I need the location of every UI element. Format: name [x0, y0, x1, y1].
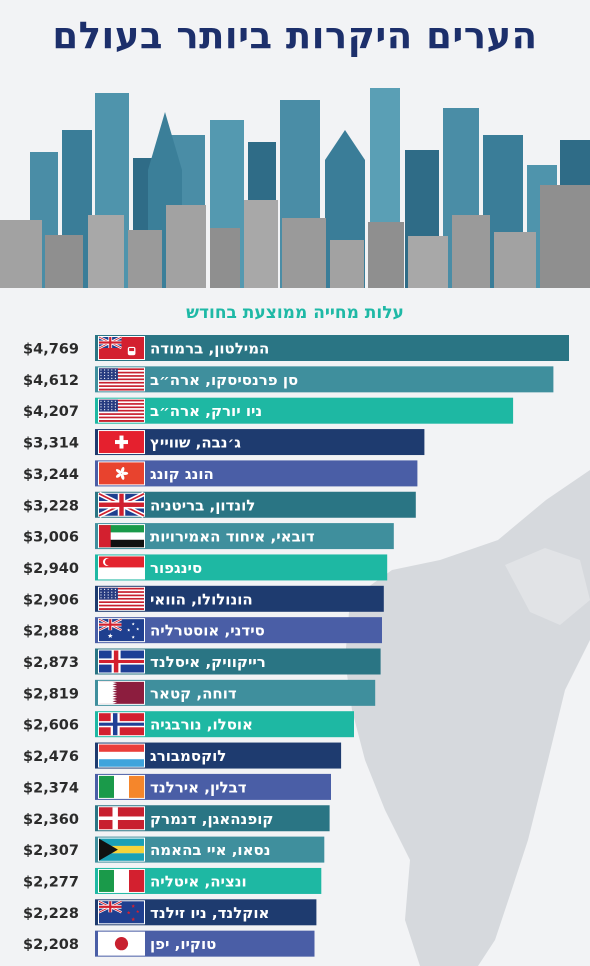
bar-label: הונג קונג	[150, 465, 214, 483]
ireland-flag-icon	[98, 774, 145, 799]
bar-label: לונדון, בריטניה	[150, 496, 255, 514]
bar-row: דובאי, איחוד האמירויות $3,006	[23, 523, 394, 550]
australia-flag-icon	[98, 618, 145, 643]
bar-label: סן פרנסיסקו, ארה״ב	[150, 371, 298, 389]
value-label: $2,476	[23, 749, 79, 765]
bar-row: הונולולו, הוואי $2,906	[23, 585, 384, 612]
luxembourg-flag-icon	[98, 743, 145, 768]
bar-label: ונציה, איטליה	[150, 872, 247, 890]
bar-label: סינגפור	[150, 559, 202, 577]
value-label: $3,228	[23, 498, 79, 514]
bar-row: סידני, אוסטרליה $2,888	[23, 617, 382, 644]
bar	[95, 429, 425, 456]
bar-label: הונולולו, הוואי	[150, 590, 253, 608]
value-label: $2,888	[23, 624, 79, 640]
singapore-flag-icon	[98, 555, 145, 580]
bar-row: טוקיו, יפן $2,208	[23, 930, 315, 957]
bar-row: סן פרנסיסקו, ארה״ב $4,612	[23, 366, 554, 393]
bermuda-flag-icon	[98, 335, 145, 360]
value-label: $3,006	[23, 530, 79, 546]
switzerland-flag-icon	[98, 430, 145, 455]
bar-label: המילטון, ברמודה	[150, 340, 269, 358]
bar-label: דוחה, קטאר	[150, 684, 237, 702]
bar-label: אוקלנד, ניו זילנד	[150, 904, 269, 922]
value-label: $3,244	[23, 467, 79, 483]
value-label: $4,612	[23, 373, 79, 389]
value-label: $2,228	[23, 906, 79, 922]
value-label: $2,277	[23, 874, 79, 890]
bar	[95, 366, 554, 393]
bar-row: לונדון, בריטניה $3,228	[23, 491, 416, 518]
bar-row: הונג קונג $3,244	[23, 460, 418, 487]
bar-label: לוקסמבורג	[150, 747, 226, 765]
bar	[95, 335, 569, 361]
bar-label: דובאי, איחוד האמירויות	[150, 528, 315, 546]
bar-label: דבלין, אירלנד	[150, 778, 247, 796]
bar-row: קופנהאגן, דנמרק $2,360	[23, 805, 330, 832]
japan-flag-icon	[98, 931, 145, 956]
bar-row: אוקלנד, ניו זילנד $2,228	[23, 899, 317, 926]
bar-label: ג׳נבה, שווייץ	[150, 434, 241, 452]
norway-flag-icon	[98, 712, 145, 737]
value-label: $2,940	[23, 561, 79, 577]
value-label: $2,208	[23, 937, 79, 953]
bar-label: טוקיו, יפן	[150, 935, 216, 953]
bar	[95, 491, 416, 518]
skyline-gray	[0, 185, 590, 290]
bar	[95, 397, 514, 424]
bar	[95, 460, 418, 487]
bar-row: רייקוויק, איסלנד $2,873	[23, 648, 381, 675]
hong-kong-flag-icon	[98, 461, 145, 486]
value-label: $2,307	[23, 843, 79, 859]
value-label: $4,769	[23, 342, 79, 358]
bar-row: דבלין, אירלנד $2,374	[23, 773, 331, 800]
new-zealand-flag-icon	[98, 900, 145, 925]
denmark-flag-icon	[98, 806, 145, 831]
qatar-flag-icon	[98, 680, 145, 705]
bahamas-flag-icon	[98, 837, 145, 862]
usa-flag-icon	[98, 367, 145, 392]
usa-flag-icon	[98, 586, 145, 611]
iceland-flag-icon	[98, 649, 145, 674]
bar-label: קופנהאגן, דנמרק	[150, 810, 273, 828]
bar-label: ניו יורק, ארה״ב	[150, 402, 262, 420]
bar-row: אוסלו, נורבגיה $2,606	[23, 711, 354, 738]
value-label: $2,819	[23, 686, 79, 702]
bar-row: ניו יורק, ארה״ב $4,207	[23, 397, 514, 424]
bar-label: נסאו, איי בהאמה	[150, 841, 271, 859]
bar-label: אוסלו, נורבגיה	[150, 716, 253, 734]
main-title: הערים היקרות ביותר בעולם	[52, 14, 538, 57]
bar-row: נסאו, איי בהאמה $2,307	[23, 836, 325, 863]
bar-row: ג׳נבה, שווייץ $3,314	[23, 429, 425, 456]
bar-row: ונציה, איטליה $2,277	[23, 867, 322, 894]
world-map-silhouette	[345, 470, 590, 966]
usa-flag-icon	[98, 398, 145, 423]
chart-subtitle: עלות מחייה ממוצעת בחודש	[186, 303, 404, 323]
value-label: $3,314	[23, 436, 79, 452]
value-label: $2,606	[23, 718, 79, 734]
uk-flag-icon	[97, 491, 146, 518]
italy-flag-icon	[98, 868, 145, 893]
bar-row: דוחה, קטאר $2,819	[23, 679, 376, 706]
bar-row: סינגפור $2,940	[23, 554, 388, 581]
value-label: $2,906	[23, 592, 79, 608]
bar-label: רייקוויק, איסלנד	[150, 653, 266, 671]
uae-flag-icon	[98, 524, 145, 549]
value-label: $2,374	[23, 780, 79, 796]
bar-label: סידני, אוסטרליה	[150, 622, 265, 640]
value-label: $2,360	[23, 812, 79, 828]
bar-row: לוקסמבורג $2,476	[23, 742, 342, 769]
value-label: $4,207	[23, 404, 79, 420]
bar-row: המילטון, ברמודה $4,769	[23, 335, 569, 361]
value-label: $2,873	[23, 655, 79, 671]
